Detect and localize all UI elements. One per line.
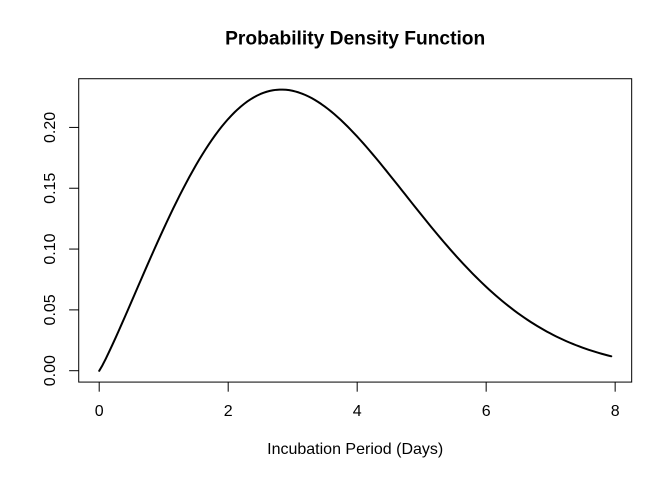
svg-text:0.10: 0.10 [42,233,59,264]
svg-text:6: 6 [482,403,491,420]
svg-text:0.05: 0.05 [42,294,59,325]
svg-text:2: 2 [224,403,233,420]
svg-text:0.00: 0.00 [42,355,59,386]
svg-text:0: 0 [95,403,104,420]
svg-text:0.15: 0.15 [42,173,59,204]
svg-text:4: 4 [353,403,362,420]
svg-text:Probability Density Function: Probability Density Function [225,29,485,50]
svg-text:Incubation Period (Days): Incubation Period (Days) [267,441,443,458]
svg-text:8: 8 [611,403,620,420]
svg-text:0.20: 0.20 [42,112,59,143]
